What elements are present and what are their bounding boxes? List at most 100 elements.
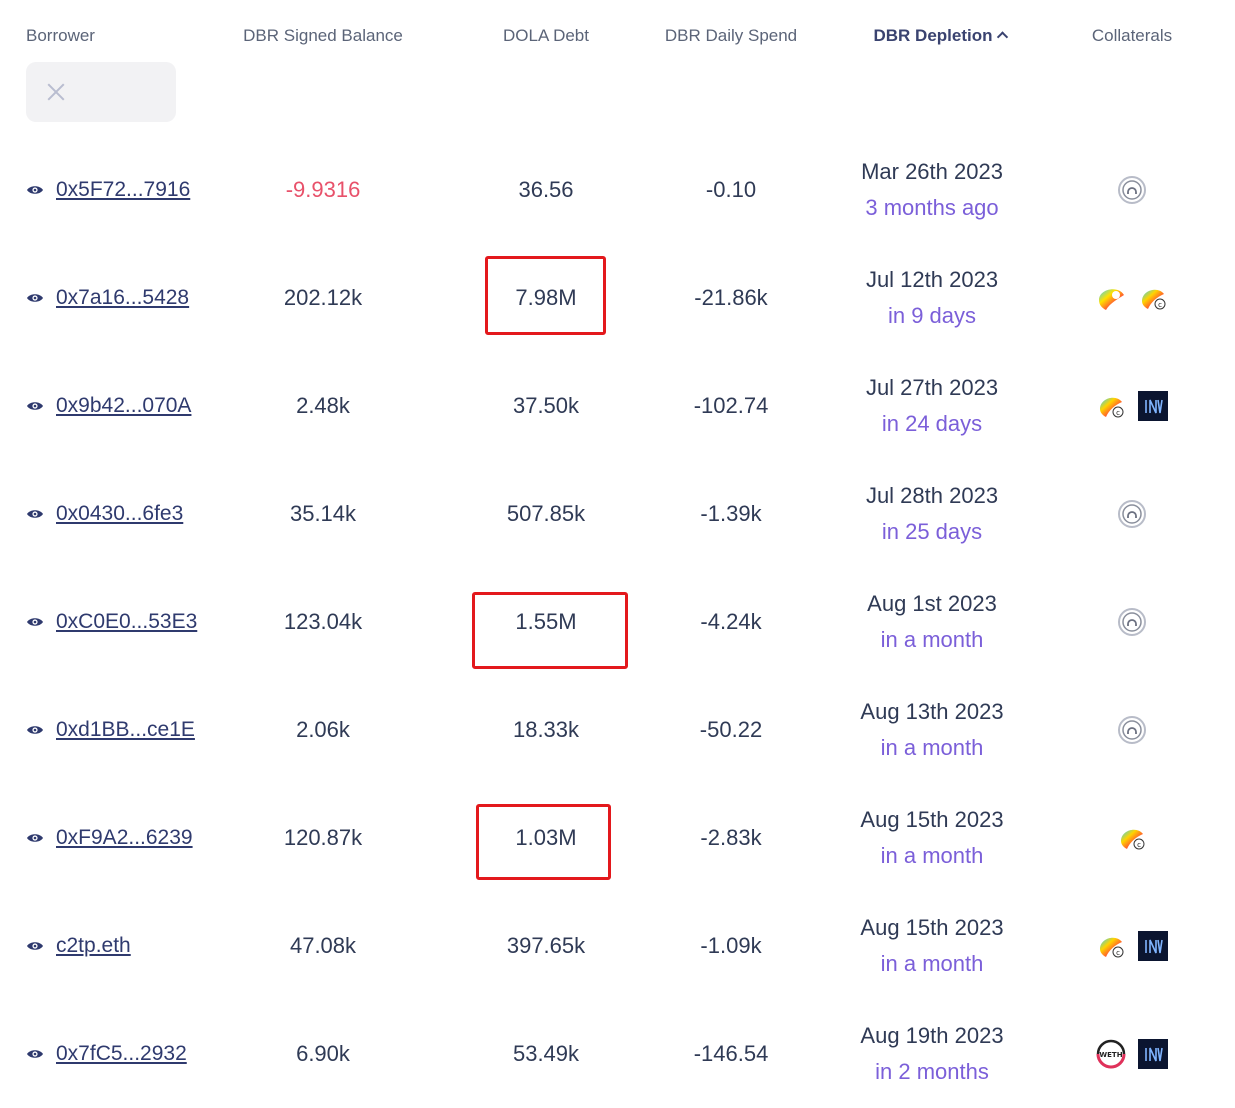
weth-token-icon[interactable]: WETH [1096,1039,1126,1069]
borrower-cell: 0x5F72...7916 [26,178,190,202]
svg-text:c: c [1158,301,1162,309]
dola-debt: 37.50k [512,393,580,418]
column-header-dbr-daily-spend[interactable]: DBR Daily Spend [664,26,798,45]
dbr-depletion-cell: Aug 19th 2023 in 2 months [860,1018,1003,1090]
generic-token-icon[interactable] [1117,607,1147,637]
borrower-address-link[interactable]: 0xF9A2...6239 [56,826,193,849]
table-row[interactable]: 0xF9A2...6239 120.87k 1.03M -2.83k Aug 1… [0,784,1235,892]
svg-text:c: c [1116,409,1120,417]
borrower-address-link[interactable]: 0x9b42...070A [56,394,192,417]
column-header-collaterals[interactable]: Collaterals [1091,26,1173,45]
view-eye-icon[interactable] [26,832,44,844]
borrower-address-link[interactable]: 0xd1BB...ce1E [56,718,195,741]
borrower-address-link[interactable]: 0x5F72...7916 [56,178,191,201]
dola-debt: 18.33k [512,717,580,742]
curve-crv-icon[interactable]: c [1138,283,1168,313]
dbr-signed-balance: 35.14k [289,501,357,526]
dbr-daily-spend: -21.86k [694,285,768,310]
table-row[interactable]: 0x7a16...5428 202.12k 7.98M -21.86k Jul … [0,244,1235,352]
depletion-date: Jul 12th 2023 [865,267,999,292]
curve-crv-icon[interactable]: c [1117,823,1147,853]
dbr-signed-balance: -9.9316 [285,177,361,202]
view-eye-icon[interactable] [26,400,44,412]
collaterals-cell [1117,499,1147,529]
depletion-date: Aug 19th 2023 [860,1023,1004,1048]
view-eye-icon[interactable] [26,508,44,520]
depletion-date: Aug 15th 2023 [860,807,1004,832]
borrower-cell: 0x9b42...070A [26,394,191,418]
collaterals-cell [1117,175,1147,205]
depletion-relative-time: in 9 days [887,303,977,328]
column-header-dbr-depletion[interactable]: DBR Depletion [874,26,1009,46]
depletion-date: Aug 13th 2023 [860,699,1004,724]
table-row[interactable]: 0xd1BB...ce1E 2.06k 18.33k -50.22 Aug 13… [0,676,1235,784]
dola-debt: 7.98M [515,285,577,310]
borrower-address-link[interactable]: c2tp.eth [56,934,131,957]
dbr-depletion-cell: Jul 27th 2023 in 24 days [866,370,998,442]
inv-token-icon[interactable] [1138,931,1168,961]
inv-token-icon[interactable] [1138,1039,1168,1069]
borrower-filter-input[interactable] [26,62,176,122]
borrower-cell: 0x7fC5...2932 [26,1042,187,1066]
generic-token-icon[interactable] [1117,715,1147,745]
borrower-cell: c2tp.eth [26,934,131,958]
borrower-address-link[interactable]: 0x7fC5...2932 [56,1042,187,1065]
view-eye-icon[interactable] [26,292,44,304]
depletion-date: Aug 15th 2023 [860,915,1004,940]
dola-debt: 507.85k [506,501,586,526]
dbr-daily-spend: -1.09k [700,933,762,958]
borrower-address-link[interactable]: 0x7a16...5428 [56,286,190,309]
table-row[interactable]: 0x7fC5...2932 6.90k 53.49k -146.54 Aug 1… [0,1000,1235,1108]
dbr-signed-balance: 2.48k [296,393,350,418]
table-header: Borrower DBR Signed Balance DOLA Debt DB… [0,0,1235,60]
curve-lp-icon[interactable] [1096,283,1126,313]
borrower-address-link[interactable]: 0x0430...6fe3 [56,502,184,525]
table-row[interactable]: 0xC0E0...53E3 123.04k 1.55M -4.24k Aug 1… [0,568,1235,676]
column-header-dola-debt[interactable]: DOLA Debt [503,26,589,45]
borrower-cell: 0x7a16...5428 [26,286,189,310]
depletion-date: Jul 28th 2023 [865,483,999,508]
depletion-relative-time: in 24 days [881,411,983,436]
clear-filter-icon[interactable] [45,81,67,103]
view-eye-icon[interactable] [26,616,44,628]
generic-token-icon[interactable] [1117,175,1147,205]
inv-token-icon[interactable] [1138,391,1168,421]
svg-text:WETH: WETH [1099,1051,1122,1059]
depletion-date: Mar 26th 2023 [861,159,1003,184]
collaterals-cell: WETH [1096,1039,1168,1069]
dbr-signed-balance: 123.04k [283,609,363,634]
curve-crv-icon[interactable]: c [1096,391,1126,421]
column-header-dbr-signed-balance[interactable]: DBR Signed Balance [243,26,403,45]
collaterals-cell: c [1117,823,1147,853]
depletion-date: Jul 27th 2023 [865,375,999,400]
view-eye-icon[interactable] [26,1048,44,1060]
table-row[interactable]: 0x5F72...7916 -9.9316 36.56 -0.10 Mar 26… [0,136,1235,244]
debt-highlight-box [476,804,611,880]
collaterals-cell: c [1096,931,1168,961]
depletion-relative-time: in a month [880,843,984,868]
dbr-depletion-cell: Jul 12th 2023 in 9 days [866,262,998,334]
curve-crv-icon[interactable]: c [1096,931,1126,961]
sort-ascending-icon [996,31,1009,43]
dbr-depletion-cell: Aug 13th 2023 in a month [860,694,1003,766]
column-header-borrower[interactable]: Borrower [26,26,95,45]
dbr-signed-balance: 2.06k [296,717,350,742]
borrower-address-link[interactable]: 0xC0E0...53E3 [56,610,198,633]
borrower-cell: 0xd1BB...ce1E [26,718,195,742]
view-eye-icon[interactable] [26,184,44,196]
dbr-daily-spend: -50.22 [699,717,763,742]
generic-token-icon[interactable] [1117,499,1147,529]
dbr-daily-spend: -102.74 [693,393,769,418]
table-row[interactable]: 0x9b42...070A 2.48k 37.50k -102.74 Jul 2… [0,352,1235,460]
view-eye-icon[interactable] [26,940,44,952]
dbr-daily-spend: -146.54 [693,1041,769,1066]
view-eye-icon[interactable] [26,724,44,736]
depletion-date: Aug 1st 2023 [867,591,997,616]
table-row[interactable]: 0x0430...6fe3 35.14k 507.85k -1.39k Jul … [0,460,1235,568]
depletion-relative-time: in a month [880,951,984,976]
dbr-daily-spend: -0.10 [705,177,757,202]
borrower-cell: 0xF9A2...6239 [26,826,193,850]
table-row[interactable]: c2tp.eth 47.08k 397.65k -1.09k Aug 15th … [0,892,1235,1000]
borrower-cell: 0x0430...6fe3 [26,502,183,526]
dbr-depletion-cell: Jul 28th 2023 in 25 days [866,478,998,550]
